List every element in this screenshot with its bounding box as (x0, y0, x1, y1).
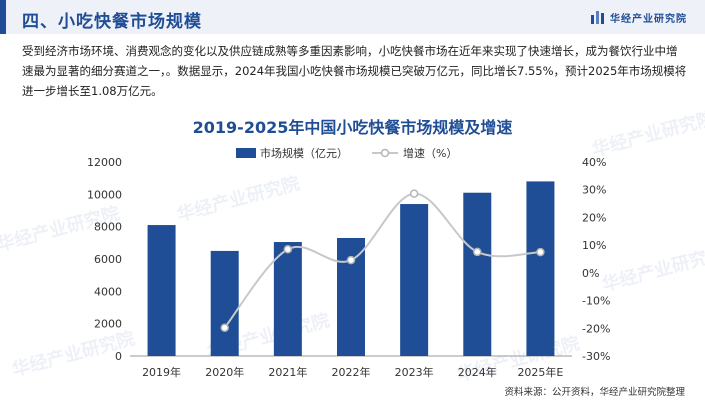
left-axis-tick-label: 8000 (94, 221, 122, 234)
brand-bars-icon (591, 11, 604, 24)
right-axis-tick-label: 20% (582, 211, 606, 224)
growth-point (283, 245, 293, 254)
growth-point (220, 323, 229, 332)
legend-label-bar: 市场规模（亿元） (260, 146, 348, 160)
left-axis-tick-label: 4000 (94, 285, 122, 298)
right-axis-tick-label: 40% (582, 156, 606, 169)
x-axis-tick-label: 2020年 (205, 365, 244, 379)
x-axis-tick-label: 2024年 (458, 365, 497, 379)
right-axis-tick-label: 30% (582, 184, 606, 197)
left-axis-tick-label: 10000 (87, 188, 122, 201)
right-axis-tick-label: -20% (582, 322, 610, 335)
x-axis-tick-label: 2023年 (395, 365, 434, 379)
header-accent (0, 0, 6, 34)
brand-name: 华经产业研究院 (610, 14, 687, 25)
header-band (0, 0, 705, 34)
growth-point (346, 255, 356, 265)
right-axis-tick-label: 0% (582, 267, 599, 280)
bar (463, 192, 492, 356)
legend-marker-line (380, 148, 390, 158)
left-axis-tick-label: 6000 (94, 253, 122, 266)
combo-chart: 0 2000 4000 6000 8000 10000 12000 -30% -20% -10% 0… (87, 146, 610, 379)
legend-swatch-bar (236, 148, 256, 158)
left-axis-tick-label: 12000 (87, 156, 122, 169)
x-axis-tick-label: 2025年E (517, 365, 563, 379)
brand-logo: 华经产业研究院 (591, 10, 687, 25)
x-axis-tick-label: 2022年 (332, 365, 371, 379)
intro-paragraph: 受到经济市场环境、消费观念的变化以及供应链成熟等多重因素影响，小吃快餐市场在近年… (22, 44, 687, 98)
bar (526, 181, 555, 356)
bar (337, 237, 365, 356)
bar (210, 250, 239, 356)
right-axis-tick-label: 10% (582, 239, 606, 252)
bar (273, 242, 302, 356)
chart-title: 2019-2025年中国小吃快餐市场规模及增速 (192, 118, 513, 137)
section-title: 四、小吃快餐市场规模 (22, 12, 202, 32)
growth-point (473, 247, 482, 257)
right-axis-tick-label: -10% (582, 295, 610, 308)
left-axis-tick-label: 2000 (94, 318, 122, 331)
left-axis-tick-label: 0 (115, 350, 122, 363)
growth-point (536, 247, 545, 257)
bar (147, 225, 176, 356)
legend-label-line: 增速（%） (403, 146, 457, 160)
bar (400, 204, 429, 356)
source-note: 资料来源：公开资料，华经产业研究院整理 (504, 387, 685, 398)
growth-point (409, 189, 419, 198)
x-axis-tick-label: 2021年 (268, 365, 307, 379)
growth-line (223, 192, 541, 329)
right-axis-tick-label: -30% (582, 350, 610, 363)
x-axis-tick-label: 2019年 (142, 365, 181, 379)
